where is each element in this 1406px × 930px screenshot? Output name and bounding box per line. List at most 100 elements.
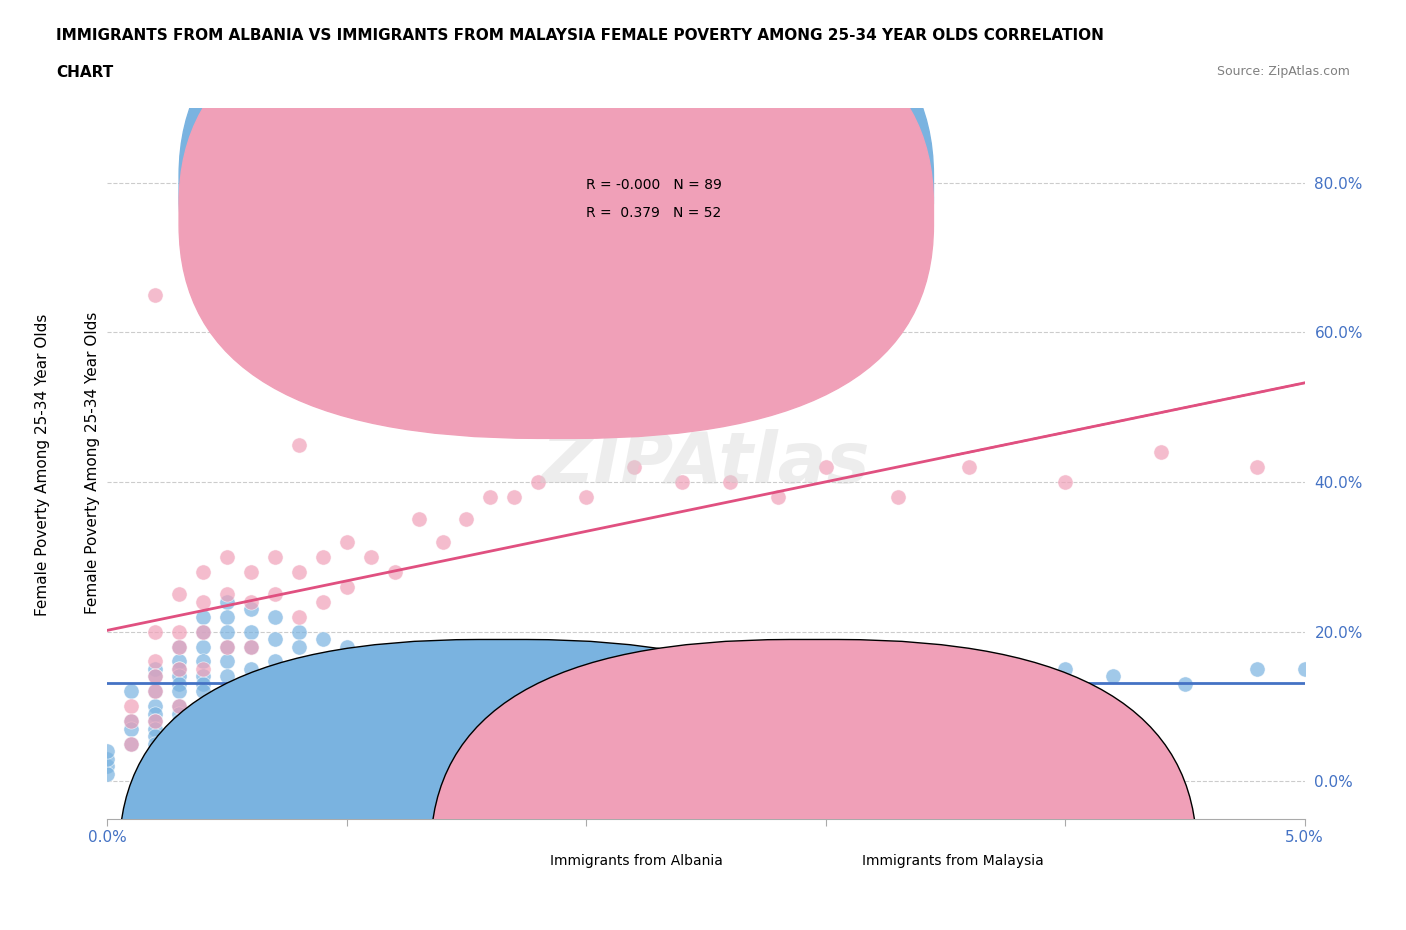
Point <box>143 669 166 684</box>
Point <box>360 669 382 684</box>
Text: Source: ZipAtlas.com: Source: ZipAtlas.com <box>1216 65 1350 78</box>
Point <box>647 684 669 698</box>
Point <box>599 669 621 684</box>
Point <box>456 512 478 526</box>
Point <box>191 654 214 669</box>
Point <box>288 639 311 654</box>
Point <box>191 669 214 684</box>
Point <box>336 654 359 669</box>
Point <box>527 474 550 489</box>
Point <box>312 631 335 646</box>
Point <box>384 565 406 579</box>
Point <box>239 594 262 609</box>
Point <box>96 744 118 759</box>
Text: Female Poverty Among 25-34 Year Olds: Female Poverty Among 25-34 Year Olds <box>35 313 49 617</box>
Point <box>503 691 526 706</box>
Point <box>886 489 908 504</box>
Point <box>215 639 238 654</box>
Point <box>239 639 262 654</box>
Point <box>167 699 190 714</box>
Point <box>143 737 166 751</box>
Point <box>503 489 526 504</box>
Point <box>312 594 335 609</box>
Point <box>191 714 214 729</box>
Point <box>143 624 166 639</box>
Point <box>143 714 166 729</box>
Point <box>120 737 142 751</box>
Point <box>264 654 287 669</box>
Point <box>1294 661 1316 676</box>
Point <box>143 744 166 759</box>
Point <box>191 639 214 654</box>
Text: CHART: CHART <box>56 65 114 80</box>
Point <box>143 684 166 698</box>
Point <box>215 639 238 654</box>
Point <box>288 609 311 624</box>
Point <box>671 691 693 706</box>
Point <box>862 684 884 698</box>
Point <box>551 707 574 722</box>
FancyBboxPatch shape <box>515 158 838 243</box>
Point <box>288 661 311 676</box>
Point <box>312 654 335 669</box>
Point <box>120 722 142 737</box>
Point <box>167 714 190 729</box>
Point <box>814 676 837 691</box>
Point <box>167 707 190 722</box>
Point <box>239 639 262 654</box>
FancyBboxPatch shape <box>179 0 934 438</box>
Point <box>336 639 359 654</box>
Point <box>143 669 166 684</box>
Point <box>191 684 214 698</box>
Point <box>143 729 166 744</box>
Point <box>264 631 287 646</box>
Point <box>432 669 454 684</box>
Point <box>191 594 214 609</box>
Point <box>191 676 214 691</box>
Point <box>191 699 214 714</box>
FancyBboxPatch shape <box>179 0 934 410</box>
Point <box>312 550 335 565</box>
Point <box>120 737 142 751</box>
Point <box>384 676 406 691</box>
Point <box>1054 661 1077 676</box>
Point <box>215 594 238 609</box>
Point <box>432 535 454 550</box>
Point <box>336 669 359 684</box>
Point <box>167 639 190 654</box>
Point <box>120 699 142 714</box>
Point <box>1150 445 1173 459</box>
Point <box>766 489 789 504</box>
Point <box>1174 676 1197 691</box>
Text: Immigrants from Malaysia: Immigrants from Malaysia <box>862 854 1043 869</box>
Text: IMMIGRANTS FROM ALBANIA VS IMMIGRANTS FROM MALAYSIA FEMALE POVERTY AMONG 25-34 Y: IMMIGRANTS FROM ALBANIA VS IMMIGRANTS FR… <box>56 28 1104 43</box>
Point <box>143 684 166 698</box>
Point <box>934 691 956 706</box>
Point <box>766 691 789 706</box>
Point <box>191 609 214 624</box>
Text: R =  0.379   N = 52: R = 0.379 N = 52 <box>586 206 721 220</box>
Point <box>479 489 502 504</box>
Point <box>215 684 238 698</box>
Point <box>143 714 166 729</box>
Point <box>167 639 190 654</box>
Point <box>957 459 980 474</box>
Point <box>718 676 741 691</box>
Point <box>1102 669 1125 684</box>
Point <box>215 654 238 669</box>
Point <box>336 579 359 594</box>
Point <box>167 737 190 751</box>
Point <box>167 661 190 676</box>
Point <box>167 624 190 639</box>
Text: R = -0.000   N = 89: R = -0.000 N = 89 <box>586 178 723 192</box>
Y-axis label: Female Poverty Among 25-34 Year Olds: Female Poverty Among 25-34 Year Olds <box>86 312 100 615</box>
Point <box>120 684 142 698</box>
Point <box>623 459 645 474</box>
Point <box>408 512 430 526</box>
Point <box>96 751 118 766</box>
Point <box>336 535 359 550</box>
Point <box>215 669 238 684</box>
Point <box>742 684 765 698</box>
Point <box>239 602 262 617</box>
Point <box>167 699 190 714</box>
